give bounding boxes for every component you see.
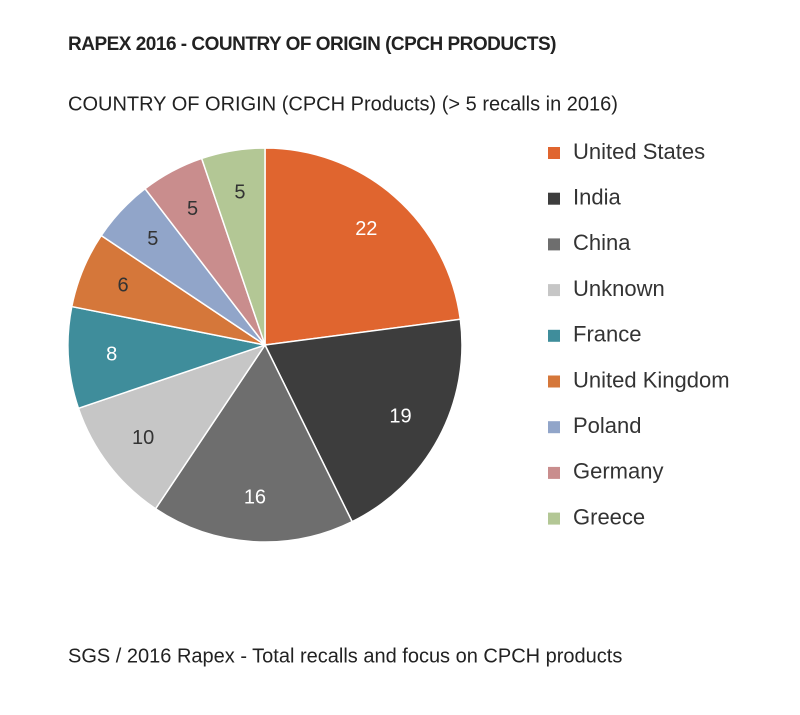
legend-swatch <box>548 466 560 479</box>
slice-label: 22 <box>355 218 377 240</box>
legend-label: United Kingdom <box>573 367 730 392</box>
chart-subtitle: COUNTRY OF ORIGIN (CPCH Products) (> 5 r… <box>68 93 618 115</box>
slice-label: 19 <box>389 406 411 428</box>
legend-label: United States <box>573 139 705 164</box>
legend-swatch <box>548 512 560 525</box>
pie-slice <box>67 305 268 410</box>
legend-label: France <box>573 322 641 347</box>
slice-label: 6 <box>117 274 128 296</box>
legend-swatch <box>548 284 560 297</box>
slice-label: 10 <box>132 427 154 449</box>
legend-label: India <box>573 185 621 210</box>
legend-label: Unknown <box>573 276 665 301</box>
legend-swatch <box>548 375 560 388</box>
legend-swatch <box>548 238 560 251</box>
slice-label: 5 <box>234 182 245 204</box>
pie-slice <box>200 147 266 346</box>
chart-title: RAPEX 2016 - COUNTRY OF ORIGIN (CPCH PRO… <box>68 34 556 55</box>
legend-label: China <box>573 230 631 255</box>
legend-label: Poland <box>573 413 642 438</box>
pie-slice <box>263 318 463 523</box>
slice-label: 8 <box>106 343 117 365</box>
legend-swatch <box>548 329 560 342</box>
chart-caption: SGS / 2016 Rapex - Total recalls and foc… <box>68 645 622 667</box>
legend-swatch <box>548 192 560 205</box>
legend-label: Germany <box>573 459 663 484</box>
legend-swatch <box>548 147 560 159</box>
pie-slice <box>154 343 354 543</box>
legend-swatch <box>548 421 560 434</box>
legend-label: Greece <box>573 504 645 529</box>
slice-label: 16 <box>244 487 266 509</box>
slice-label: 5 <box>187 198 198 220</box>
pie-slice <box>264 147 462 346</box>
slice-label: 5 <box>147 228 158 250</box>
pie-slice <box>77 343 267 510</box>
